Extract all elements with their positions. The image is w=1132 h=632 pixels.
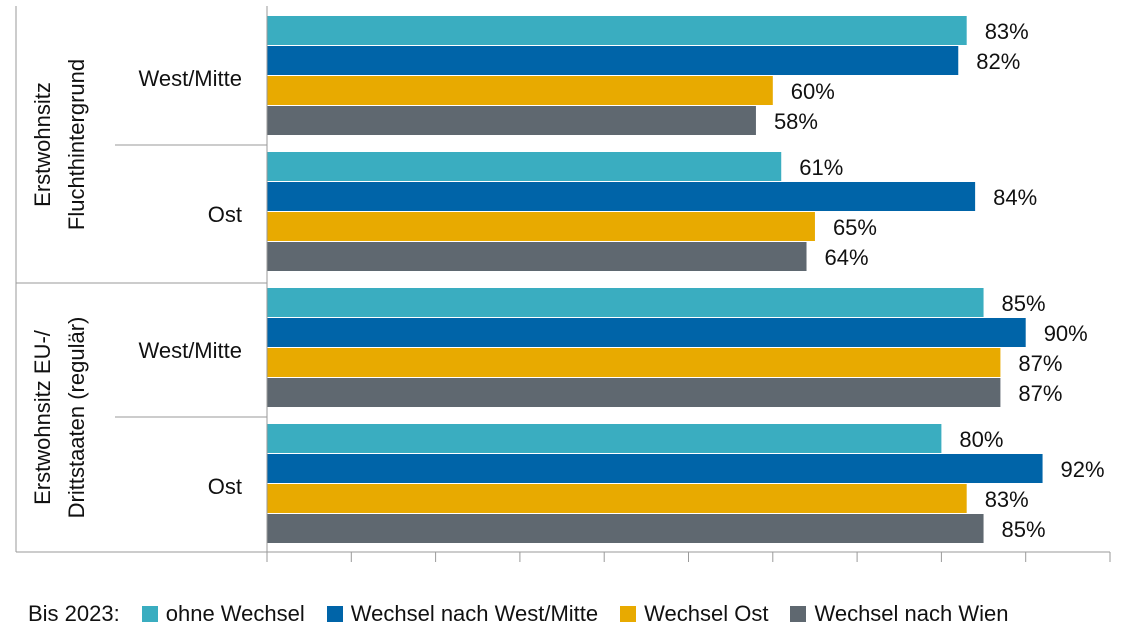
data-label-3-3: 87% — [1018, 351, 1062, 376]
group-label-2-line-1: Erstwohnsitz EU-/ — [30, 329, 55, 505]
group-label-2-line-2: Drittstaaten (regulär) — [64, 317, 89, 519]
data-label-3-1: 60% — [791, 79, 835, 104]
legend-swatch-3 — [620, 606, 637, 622]
bar-4-4 — [267, 514, 984, 543]
bar-4-2 — [267, 242, 807, 271]
legend-label-3: Wechsel Ost — [644, 601, 769, 626]
data-label-4-4: 85% — [1002, 517, 1046, 542]
legend-label-1: ohne Wechsel — [165, 601, 305, 626]
bar-3-2 — [267, 212, 815, 241]
legend-prefix: Bis 2023: — [28, 601, 120, 626]
data-label-4-2: 64% — [825, 245, 869, 270]
legend-item-1: ohne Wechsel — [141, 601, 305, 627]
legend-swatch-2 — [326, 606, 343, 622]
bar-2-1 — [267, 46, 959, 75]
bar-1-4 — [267, 424, 942, 453]
data-label-3-4: 83% — [985, 487, 1029, 512]
data-label-2-1: 82% — [976, 49, 1020, 74]
data-label-1-2: 61% — [799, 155, 843, 180]
data-label-4-3: 87% — [1018, 381, 1062, 406]
data-label-2-3: 90% — [1044, 321, 1088, 346]
legend: Bis 2023: ohne Wechsel Wechsel nach West/… — [28, 596, 1008, 632]
bar-1-3 — [267, 288, 984, 317]
bar-chart: 83% 82% 60% 58% West/Mitte 61% 84% 65% 64% Ost 85%… — [15, 6, 1111, 562]
category-label-1: West/Mitte — [138, 66, 242, 91]
bar-4-1 — [267, 106, 756, 135]
category-label-3: West/Mitte — [138, 338, 242, 363]
category-label-2: Ost — [208, 202, 242, 227]
legend-swatch-1 — [141, 606, 158, 622]
bar-1-2 — [267, 152, 782, 181]
bar-2-2 — [267, 182, 976, 211]
data-label-3-2: 65% — [833, 215, 877, 240]
data-label-2-4: 92% — [1061, 457, 1105, 482]
bar-4-3 — [267, 378, 1001, 407]
data-label-1-1: 83% — [985, 19, 1029, 44]
bar-3-1 — [267, 76, 773, 105]
legend-item-4: Wechsel nach Wien — [790, 601, 1008, 627]
legend-item-2: Wechsel nach West/Mitte — [326, 601, 599, 627]
data-label-1-3: 85% — [1002, 291, 1046, 316]
bar-2-3 — [267, 318, 1026, 347]
group-label-1-line-1: Erstwohnsitz — [30, 82, 55, 207]
bar-3-3 — [267, 348, 1001, 377]
legend-label-4: Wechsel nach Wien — [814, 601, 1009, 626]
group-label-1-line-2: Fluchthintergrund — [64, 59, 89, 230]
legend-label-2: Wechsel nach West/Mitte — [350, 601, 599, 626]
bar-3-4 — [267, 484, 967, 513]
legend-item-3: Wechsel Ost — [620, 601, 768, 627]
legend-swatch-4 — [790, 606, 807, 622]
data-label-1-4: 80% — [959, 427, 1003, 452]
bar-2-4 — [267, 454, 1043, 483]
bar-1-1 — [267, 16, 967, 45]
data-label-2-2: 84% — [993, 185, 1037, 210]
category-label-4: Ost — [208, 474, 242, 499]
data-label-4-1: 58% — [774, 109, 818, 134]
